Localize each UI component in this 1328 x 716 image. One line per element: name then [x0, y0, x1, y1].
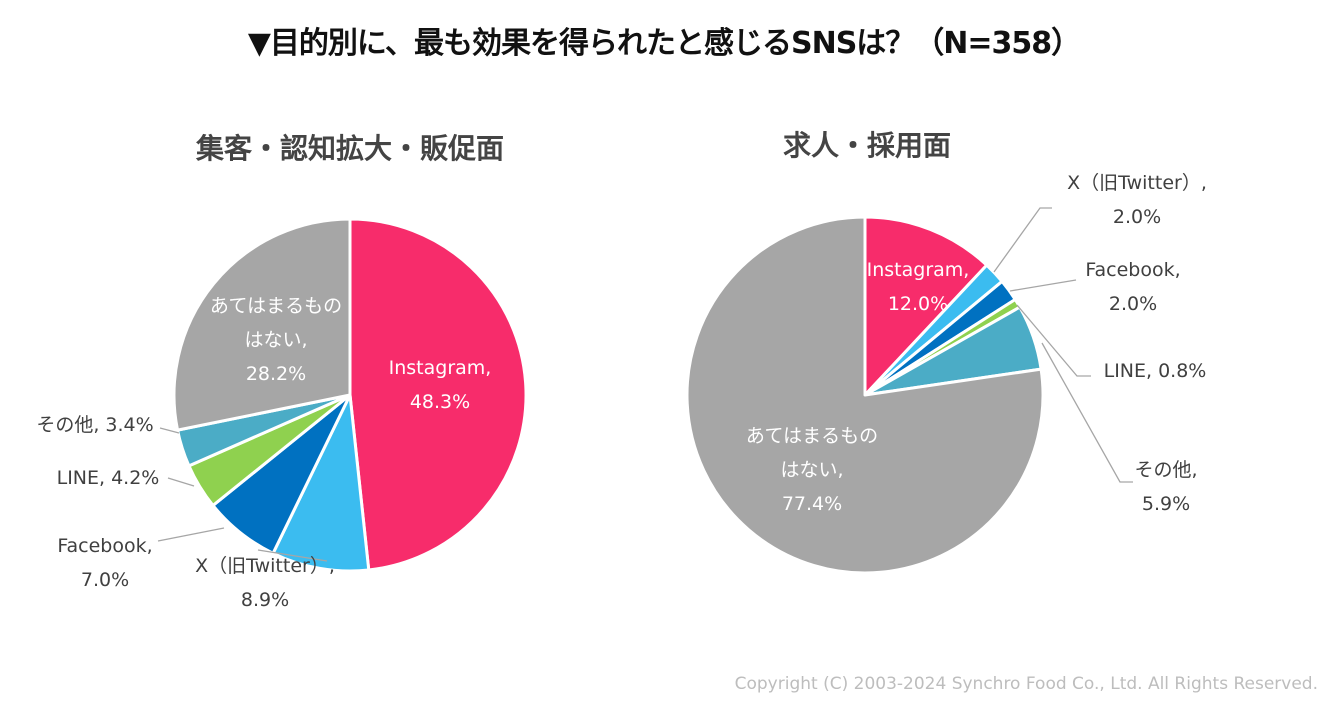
main-title: ▼目的別に、最も効果を得られたと感じるSNSは？（N=358）: [247, 26, 1081, 61]
data-label: Instagram, 48.3%: [389, 357, 492, 413]
leader-line: [1041, 342, 1133, 483]
leader-line: [1016, 304, 1091, 377]
leader-line: [257, 549, 328, 562]
data-label: その他, 3.4%: [36, 414, 153, 436]
pie-slice: [348, 217, 528, 572]
data-label: Facebook, 2.0%: [1085, 259, 1180, 315]
leader-line: [159, 427, 180, 434]
leader-line: [993, 207, 1052, 273]
pie-chart-2: 求人・採用面 Instagram, 12.0% X（旧Twitter）, 2.0% Fac…: [685, 129, 1207, 575]
pie-slice: [172, 217, 352, 432]
leader-line: [1009, 279, 1077, 292]
data-label: あてはまるものはない, 28.2%: [210, 295, 342, 385]
data-label: Instagram, 12.0%: [867, 259, 970, 315]
data-label: その他, 5.9%: [1134, 459, 1197, 515]
pie-chart-title: 集客・認知拡大・販促面: [195, 132, 504, 165]
data-label: LINE, 4.2%: [57, 467, 160, 489]
data-label: X（旧Twitter）, 2.0%: [1067, 172, 1207, 228]
leader-line: [157, 527, 225, 542]
data-label: Facebook, 7.0%: [57, 535, 152, 591]
pie-slice: [271, 393, 371, 573]
pie-slice: [685, 215, 1045, 575]
data-label: LINE, 0.8%: [1104, 360, 1207, 382]
leader-line: [167, 477, 195, 487]
data-label: あてはまるものはない, 77.4%: [746, 425, 878, 515]
pie-chart-1: 集客・認知拡大・販促面 Instagram, 48.3% X（旧Twitter）, 8.…: [36, 132, 528, 611]
pie-chart-title: 求人・採用面: [783, 129, 951, 162]
pie-slice: [863, 215, 989, 397]
data-label: X（旧Twitter）, 8.9%: [195, 555, 335, 611]
copyright-notice: Copyright (C) 2003-2024 Synchro Food Co.…: [734, 674, 1318, 694]
